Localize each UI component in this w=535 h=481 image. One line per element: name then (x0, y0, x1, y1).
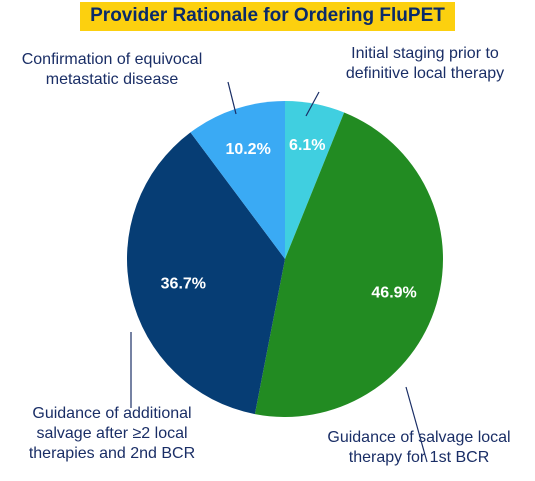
percent-label: 6.1% (289, 137, 325, 154)
callout-line: Confirmation of equivocal (21, 51, 203, 68)
callout-line: therapy for 1st BCR (348, 449, 490, 466)
callout-confirmation: Confirmation of equivocal metastatic dis… (2, 50, 222, 90)
callout-line: Guidance of additional (32, 405, 192, 422)
callout-line: Initial staging prior to (351, 45, 499, 62)
slice-confirmation (190, 101, 285, 259)
slice-initial-staging (285, 101, 345, 259)
chart-title: Provider Rationale for Ordering FluPET (80, 2, 455, 31)
percent-label: 46.9% (371, 284, 416, 301)
slice-additional-salvage (127, 132, 285, 415)
callout-salvage-first-bcr: Guidance of salvage local therapy for 1s… (308, 428, 530, 468)
leader-lines (130, 81, 428, 463)
slice-salvage-first-bcr (254, 112, 444, 418)
callout-line: metastatic disease (45, 71, 179, 88)
callout-line: Guidance of salvage local (327, 429, 511, 446)
title-bar: Provider Rationale for Ordering FluPET (0, 0, 535, 38)
leader-line-initial-staging (305, 91, 320, 117)
pie-slices (127, 101, 444, 418)
leader-line-confirmation (227, 81, 237, 115)
callout-line: therapies and 2nd BCR (28, 445, 196, 462)
percent-label: 36.7% (161, 275, 206, 292)
callout-line: definitive local therapy (345, 65, 505, 82)
leader-line-salvage-first-bcr (405, 386, 428, 463)
callout-initial-staging: Initial staging prior to definitive loca… (320, 44, 530, 84)
percent-label: 10.2% (225, 141, 270, 158)
callout-additional-salvage: Guidance of additional salvage after ≥2 … (2, 404, 222, 464)
percent-labels: 6.1% 46.9% 36.7% 10.2% (161, 137, 417, 301)
callout-line: salvage after ≥2 local (36, 425, 188, 442)
